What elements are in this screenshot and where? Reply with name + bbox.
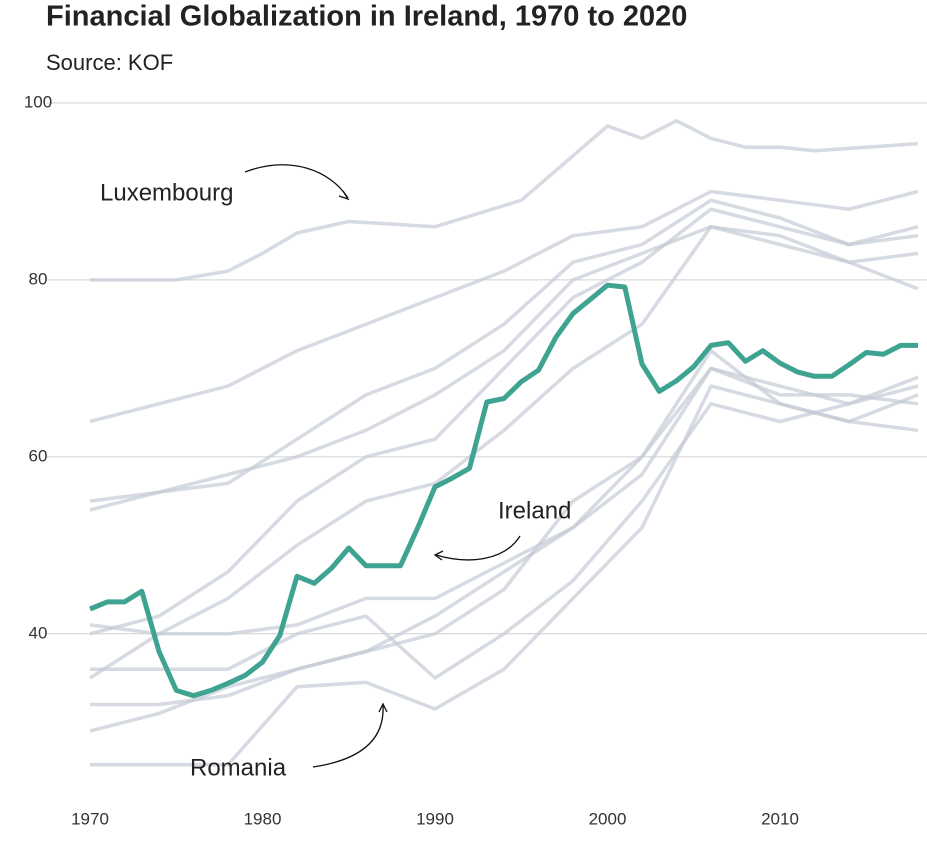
country-line [89,225,919,512]
country-line [89,198,919,503]
country-line [89,189,919,424]
y-tick-label: 100 [24,92,52,111]
x-tick-label: 1990 [416,809,454,828]
x-tick-label: 1980 [244,809,282,828]
annotation: Ireland [498,497,571,524]
country-line [89,366,919,636]
annotation: Luxembourg [100,179,233,206]
country-line [89,225,919,680]
arrow [312,704,384,768]
arrow-head [338,190,350,201]
y-tick-label: 60 [29,446,48,465]
annotation: Romania [190,754,287,781]
country-line [89,207,919,636]
highlight-line [89,282,918,699]
y-tick-label: 40 [29,623,48,642]
x-tick-label: 1970 [71,809,109,828]
arrow [244,164,349,199]
country-line [90,118,919,282]
chart-subtitle: Source: KOF [46,50,173,75]
country-line [89,366,919,733]
arrow-head [378,702,388,713]
x-tick-label: 2000 [589,809,627,828]
y-tick-label: 80 [29,269,48,288]
arrow-head [433,550,444,561]
x-tick-label: 2010 [761,809,799,828]
arrow [435,535,521,561]
country-line [90,384,919,767]
country-line [90,348,919,707]
chart-title: Financial Globalization in Ireland, 1970… [46,1,687,33]
annotation-arrows [244,164,521,768]
country-line [90,375,919,680]
